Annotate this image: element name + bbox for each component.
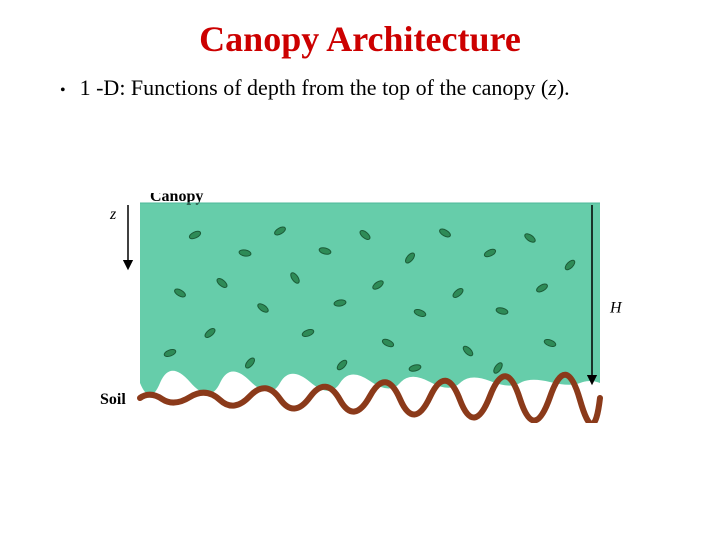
h-label: H — [609, 300, 623, 317]
canopy-diagram: CanopyzHSoil — [90, 193, 650, 423]
bullet-prefix: 1 -D: Functions of depth from the top of… — [80, 75, 549, 100]
canopy-area — [140, 203, 600, 395]
bullet-var: z — [548, 75, 557, 100]
soil-label: Soil — [100, 391, 126, 408]
bullet-text: 1 -D: Functions of depth from the top of… — [80, 74, 570, 102]
slide-title: Canopy Architecture — [0, 18, 720, 60]
slide: Canopy Architecture • 1 -D: Functions of… — [0, 18, 720, 558]
bullet-item: • 1 -D: Functions of depth from the top … — [60, 74, 660, 103]
bullet-marker: • — [60, 79, 66, 103]
diagram-svg: CanopyzHSoil — [90, 193, 650, 423]
bullet-suffix: ). — [557, 75, 570, 100]
z-axis-label: z — [109, 206, 117, 223]
